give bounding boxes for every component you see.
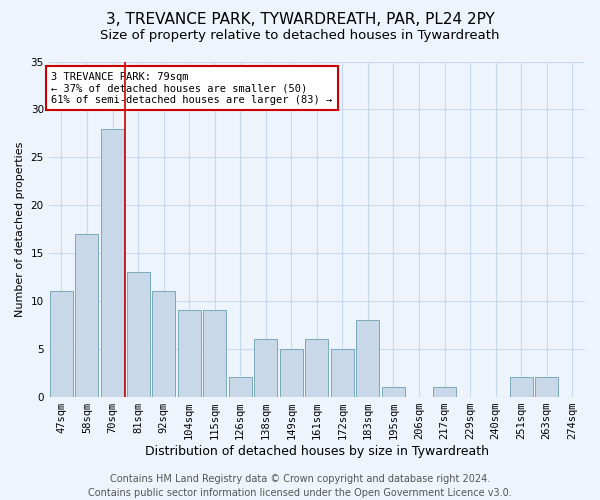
Bar — [535, 378, 558, 396]
Text: 3 TREVANCE PARK: 79sqm
← 37% of detached houses are smaller (50)
61% of semi-det: 3 TREVANCE PARK: 79sqm ← 37% of detached… — [52, 72, 332, 105]
X-axis label: Distribution of detached houses by size in Tywardreath: Distribution of detached houses by size … — [145, 444, 489, 458]
Bar — [229, 378, 252, 396]
Bar — [356, 320, 379, 396]
Bar — [305, 339, 328, 396]
Bar — [509, 378, 533, 396]
Bar — [76, 234, 98, 396]
Bar — [433, 387, 456, 396]
Bar — [178, 310, 200, 396]
Bar — [254, 339, 277, 396]
Text: Size of property relative to detached houses in Tywardreath: Size of property relative to detached ho… — [100, 29, 500, 42]
Bar — [382, 387, 405, 396]
Y-axis label: Number of detached properties: Number of detached properties — [15, 142, 25, 316]
Bar — [50, 292, 73, 397]
Bar — [203, 310, 226, 396]
Text: 3, TREVANCE PARK, TYWARDREATH, PAR, PL24 2PY: 3, TREVANCE PARK, TYWARDREATH, PAR, PL24… — [106, 12, 494, 28]
Bar — [331, 348, 354, 397]
Bar — [127, 272, 149, 396]
Text: Contains HM Land Registry data © Crown copyright and database right 2024.
Contai: Contains HM Land Registry data © Crown c… — [88, 474, 512, 498]
Bar — [101, 128, 124, 396]
Bar — [152, 292, 175, 397]
Bar — [280, 348, 303, 397]
